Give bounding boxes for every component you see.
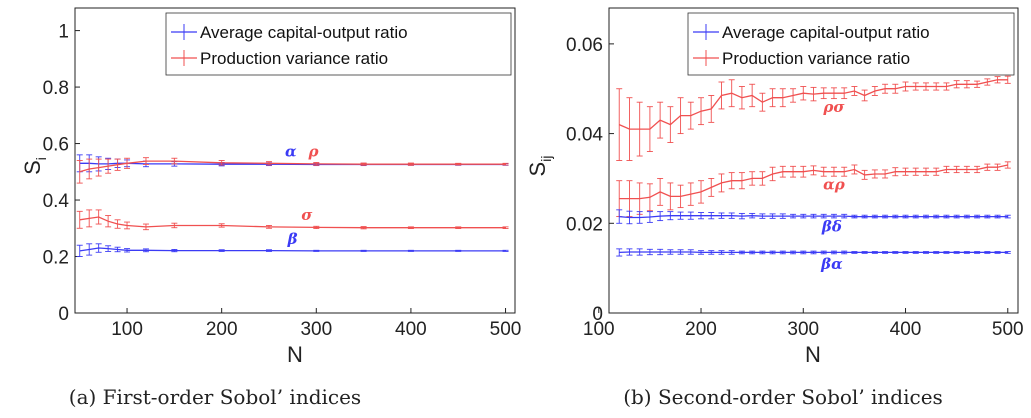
x-axis-label-b: N bbox=[805, 342, 821, 367]
tick-layer-b: 100 200 300 400 500 0 0.02 0.04 0.06 bbox=[566, 35, 1024, 340]
legend-label-b-blue: Average capital-output ratio bbox=[722, 23, 930, 42]
series-red-1 bbox=[76, 157, 509, 184]
panel-first-order: 100 200 300 400 500 0 0.2 0.4 0.6 0.8 1 α ρ σβ Avera… bbox=[20, 7, 522, 409]
caption-b: (b) Second-order Sobol’ indices bbox=[623, 385, 943, 409]
legend-box-a bbox=[165, 12, 512, 76]
series-annotation: σ bbox=[301, 206, 313, 224]
legend-label-a-blue: Average capital-output ratio bbox=[200, 23, 408, 42]
x-tick-label: 300 bbox=[300, 319, 332, 340]
y-axis-label-a: Si bbox=[20, 157, 49, 175]
series-red-2 bbox=[76, 209, 509, 231]
series-annotation: ρ bbox=[307, 142, 319, 160]
y-axis-label-b-sub: ij bbox=[538, 156, 554, 162]
x-tick-label: 500 bbox=[992, 319, 1024, 340]
y-tick-label: 0.04 bbox=[566, 125, 603, 146]
series-layer-b bbox=[616, 75, 1011, 257]
series-annotation: βδ bbox=[821, 217, 842, 235]
y-tick-label: 0.4 bbox=[43, 191, 70, 212]
legend-label-b-red: Production variance ratio bbox=[722, 49, 910, 68]
y-tick-label: 0.06 bbox=[566, 35, 603, 56]
annotation-layer-a: α ρ σβ bbox=[285, 142, 319, 248]
x-tick-label: 100 bbox=[583, 319, 615, 340]
y-tick-label: 0.6 bbox=[43, 135, 69, 156]
legend-label-a-red: Production variance ratio bbox=[200, 49, 388, 68]
y-tick-label: 1 bbox=[58, 22, 69, 43]
y-tick-label: 0.8 bbox=[43, 78, 69, 99]
panel-second-order: 100 200 300 400 500 0 0.02 0.04 0.06 ρσ αρ βδ βα Av… bbox=[525, 7, 1024, 409]
caption-a: (a) First-order Sobol’ indices bbox=[69, 385, 361, 409]
series-red-1 bbox=[616, 161, 1011, 218]
y-tick-label: 0.02 bbox=[566, 214, 603, 235]
x-tick-label: 500 bbox=[490, 319, 522, 340]
y-tick-label: 0 bbox=[58, 304, 69, 325]
x-tick-label: 100 bbox=[111, 319, 143, 340]
annotation-layer-b: ρσ αρ βδ βα bbox=[820, 98, 846, 273]
y-axis-label-a-main: S bbox=[20, 160, 45, 175]
legend-a: Average capital-output ratio Production … bbox=[165, 12, 512, 76]
series-layer-a bbox=[76, 154, 509, 257]
series-red-0 bbox=[616, 75, 1011, 161]
x-axis-label-a: N bbox=[287, 342, 303, 367]
legend-box-b bbox=[687, 12, 1015, 76]
x-tick-label: 400 bbox=[890, 319, 922, 340]
y-axis-label-b-main: S bbox=[525, 162, 550, 177]
series-annotation: ρσ bbox=[822, 98, 845, 116]
x-tick-label: 400 bbox=[395, 319, 427, 340]
y-tick-label: 0.2 bbox=[43, 248, 69, 269]
series-annotation: β bbox=[287, 230, 298, 248]
series-annotation: α bbox=[285, 142, 297, 160]
x-tick-label: 300 bbox=[787, 319, 819, 340]
y-tick-label: 0 bbox=[592, 304, 603, 325]
y-axis-label-b: Sij bbox=[525, 156, 554, 177]
series-annotation: αρ bbox=[823, 176, 846, 194]
x-tick-label: 200 bbox=[685, 319, 717, 340]
legend-b: Average capital-output ratio Production … bbox=[687, 12, 1015, 76]
series-annotation: βα bbox=[820, 255, 843, 273]
x-tick-label: 200 bbox=[206, 319, 238, 340]
series-blue-2 bbox=[616, 209, 1011, 225]
tick-layer-a: 100 200 300 400 500 0 0.2 0.4 0.6 0.8 1 bbox=[43, 22, 522, 340]
series-blue-3 bbox=[76, 243, 509, 257]
series-blue-3 bbox=[616, 248, 1011, 257]
y-axis-label-a-sub: i bbox=[33, 157, 49, 160]
